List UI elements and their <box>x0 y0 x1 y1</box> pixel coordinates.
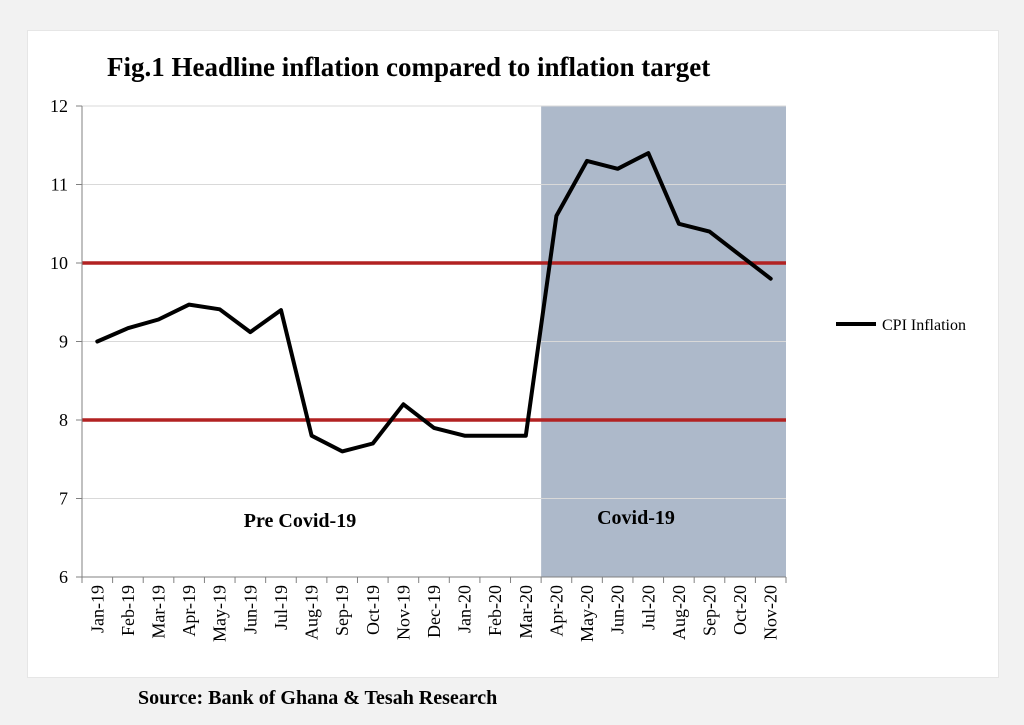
x-tick-label: Jun-20 <box>608 585 628 634</box>
y-tick-label: 9 <box>59 332 68 352</box>
legend-label: CPI Inflation <box>882 317 966 334</box>
x-tick-label: Aug-20 <box>669 585 689 640</box>
x-tick-label: Feb-19 <box>118 585 138 636</box>
annotation-pre-covid: Pre Covid-19 <box>244 510 356 532</box>
x-tick-label: Apr-20 <box>546 585 566 637</box>
cpi-inflation-line <box>95 151 773 454</box>
x-tick-label: Nov-20 <box>761 585 781 640</box>
x-tick-label: Dec-19 <box>424 585 444 638</box>
x-tick-label: Oct-19 <box>363 585 383 635</box>
y-tick-label: 8 <box>59 410 68 430</box>
x-tick-label: Oct-20 <box>730 585 750 635</box>
x-tick-label: Sep-19 <box>332 585 352 636</box>
x-tick-label: Jul-20 <box>638 585 658 630</box>
x-tick-label: Jan-20 <box>455 585 475 633</box>
y-tick-label: 7 <box>59 489 68 509</box>
x-tick-label: Nov-19 <box>393 585 413 640</box>
chart-frame <box>27 30 999 678</box>
x-tick-label: Jan-19 <box>87 585 107 633</box>
x-tick-label: May-20 <box>577 585 597 642</box>
y-tick-label: 6 <box>59 567 68 587</box>
y-tick-label: 11 <box>51 175 68 195</box>
x-tick-label: Mar-20 <box>516 585 536 639</box>
x-tick-label: Jun-19 <box>240 585 260 634</box>
annotation-covid: Covid-19 <box>597 507 675 529</box>
x-tick-label: Sep-20 <box>699 585 719 636</box>
x-tick-label: Apr-19 <box>179 585 199 637</box>
x-tick-label: Feb-20 <box>485 585 505 636</box>
x-tick-label: Mar-19 <box>149 585 169 639</box>
x-tick-label: Jul-19 <box>271 585 291 630</box>
y-tick-label: 12 <box>50 96 68 116</box>
source-note: Source: Bank of Ghana & Tesah Research <box>138 687 498 709</box>
chart-title: Fig.1 Headline inflation compared to inf… <box>107 52 711 82</box>
x-tick-label: Aug-19 <box>302 585 322 640</box>
y-tick-label: 10 <box>50 253 68 273</box>
x-tick-label: May-19 <box>210 585 230 642</box>
